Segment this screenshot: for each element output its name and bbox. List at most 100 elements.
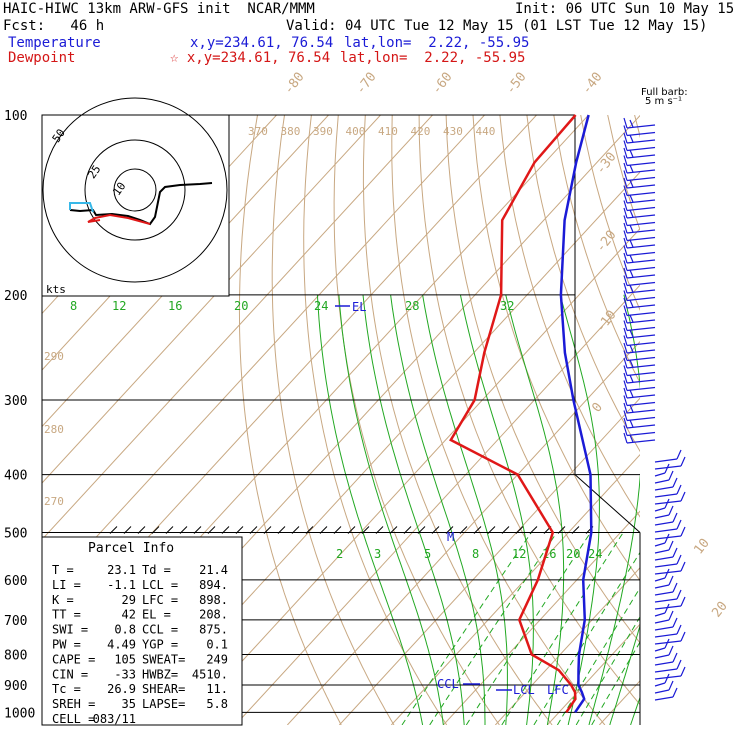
wind-barb-flag — [629, 344, 634, 353]
wind-barb-staff — [654, 493, 678, 498]
sounding-profiles — [449, 114, 593, 714]
wind-barb-staff — [626, 221, 656, 227]
parcel-row-value: 4.49 — [107, 638, 136, 652]
hatch-mark — [389, 526, 398, 534]
wind-barb-staff — [654, 521, 674, 526]
parcel-row-label: YGP = — [142, 638, 178, 652]
wind-barb-flag — [680, 596, 686, 607]
wind-barb-staff — [654, 647, 666, 652]
hatch-mark — [165, 526, 174, 534]
wind-barb-staff — [626, 356, 656, 362]
moist-adiabat-line — [609, 623, 640, 725]
wind-barb-staff — [654, 556, 674, 561]
hatch-mark — [417, 526, 426, 534]
wind-barb-flag — [672, 547, 678, 558]
pressure-tick-label: 800 — [4, 648, 27, 663]
theta-tick-label: 390 — [313, 125, 333, 138]
wind-barb-flag — [629, 149, 634, 158]
dry-adiabat-line — [662, 115, 740, 725]
mixing-ratio-line — [556, 586, 640, 725]
wind-barb-staff — [626, 229, 656, 234]
mixing-ratio-tick-label: 28 — [405, 299, 419, 313]
wind-barb-flag — [680, 491, 686, 502]
theta-tick-label: 410 — [378, 125, 398, 138]
wind-barb-staff — [626, 394, 656, 399]
wind-barb-staff — [626, 304, 656, 309]
wind-barb-flag — [668, 575, 674, 586]
wind-barb-flag — [664, 498, 670, 509]
init-time: Init: 06 UTC Sun 10 May 15 — [515, 1, 735, 17]
wind-barb-flag — [623, 395, 628, 406]
wind-barb-flag — [672, 687, 678, 698]
wind-barb-staff — [626, 334, 656, 339]
wind-barb-staff — [626, 176, 656, 182]
isotherm-line — [338, 397, 640, 725]
wind-barb-flag — [672, 617, 678, 628]
parcel-row-label: CIN = — [52, 667, 88, 681]
hatch-mark — [235, 526, 244, 534]
mixing-ratio-line — [401, 532, 532, 725]
pressure-tick-label: 500 — [4, 527, 27, 542]
parcel-row-value: 0.1 — [206, 638, 228, 652]
parcel-row-value: 4510. — [192, 667, 228, 681]
dewpoint-legend: Dewpoint — [8, 50, 76, 66]
wind-barb-staff — [654, 528, 678, 533]
lcl-label: LCL — [513, 683, 535, 697]
dry-adiabat-line — [580, 115, 640, 312]
wind-barb-flag — [629, 119, 634, 128]
temperature-tick-label: -20 — [593, 228, 619, 256]
temperature-tick-label: -80 — [281, 70, 307, 98]
temperature-tick-label: -40 — [579, 70, 605, 98]
parcel-row-value: 249 — [206, 652, 228, 666]
wind-barb-flag — [629, 254, 634, 263]
parcel-row-label: SWI = — [52, 623, 88, 637]
wind-barb-flag — [629, 224, 634, 233]
hodograph-frame — [41, 114, 230, 297]
hatch-mark — [459, 526, 468, 534]
wind-barb-flag — [629, 239, 634, 248]
plot-right-diagonal — [574, 474, 641, 533]
dewpoint-xy: ☆ x,y=234.61, 76.54 — [170, 50, 331, 66]
dry-adiabat-line — [689, 115, 740, 725]
wind-barb-staff — [626, 289, 656, 294]
wind-barb-staff — [654, 626, 674, 631]
parcel-row-label: SHEAR= — [142, 682, 185, 696]
wind-barb-flag — [672, 652, 678, 663]
wind-barb-flag — [629, 419, 634, 428]
wind-barb-flag — [680, 561, 686, 572]
mixing-ratio-line — [465, 532, 591, 725]
parcel-row-label: Td = — [142, 563, 171, 577]
mixing-ratio-tick-label: 32 — [500, 299, 514, 313]
wind-barb-flag — [623, 155, 628, 166]
theta-tick-label: 290 — [44, 350, 64, 363]
temperature-tick-label: 0 — [589, 400, 606, 415]
wind-barb-flag — [623, 380, 628, 391]
wind-barb-flag — [629, 404, 634, 413]
hatch-mark — [445, 526, 454, 534]
hatch-mark — [501, 526, 510, 534]
dry-adiabat-line — [418, 115, 640, 706]
hatch-mark — [529, 526, 538, 534]
pressure-tick-label: 700 — [4, 614, 27, 629]
dry-adiabat-line — [715, 115, 740, 725]
wind-barb-flag — [676, 659, 682, 670]
wind-barb-flag — [623, 305, 628, 316]
hatch-mark — [249, 526, 258, 534]
wind-barb-staff — [626, 124, 656, 129]
mixing-ratio-tick-label: 16 — [168, 299, 182, 313]
wind-barb-flag — [668, 540, 674, 551]
wind-barb-staff — [626, 371, 656, 377]
mixing-ratio-line — [575, 616, 640, 725]
wind-barb-staff — [654, 654, 670, 659]
dry-adiabat-line — [271, 115, 395, 725]
wind-barb-flag — [664, 603, 670, 614]
moist-adiabat-line — [505, 294, 565, 725]
hatch-mark — [207, 526, 216, 534]
pressure-tick-label: 100 — [4, 109, 27, 124]
wind-barb-flag — [623, 140, 628, 151]
parcel-row-label: Tc = — [52, 682, 81, 696]
wind-barb-flag — [664, 533, 670, 544]
mixing-ratio-tick-label: 2 — [336, 547, 343, 561]
mixing-ratio-tick-label: 20 — [234, 299, 248, 313]
isotherm-line — [651, 115, 740, 725]
